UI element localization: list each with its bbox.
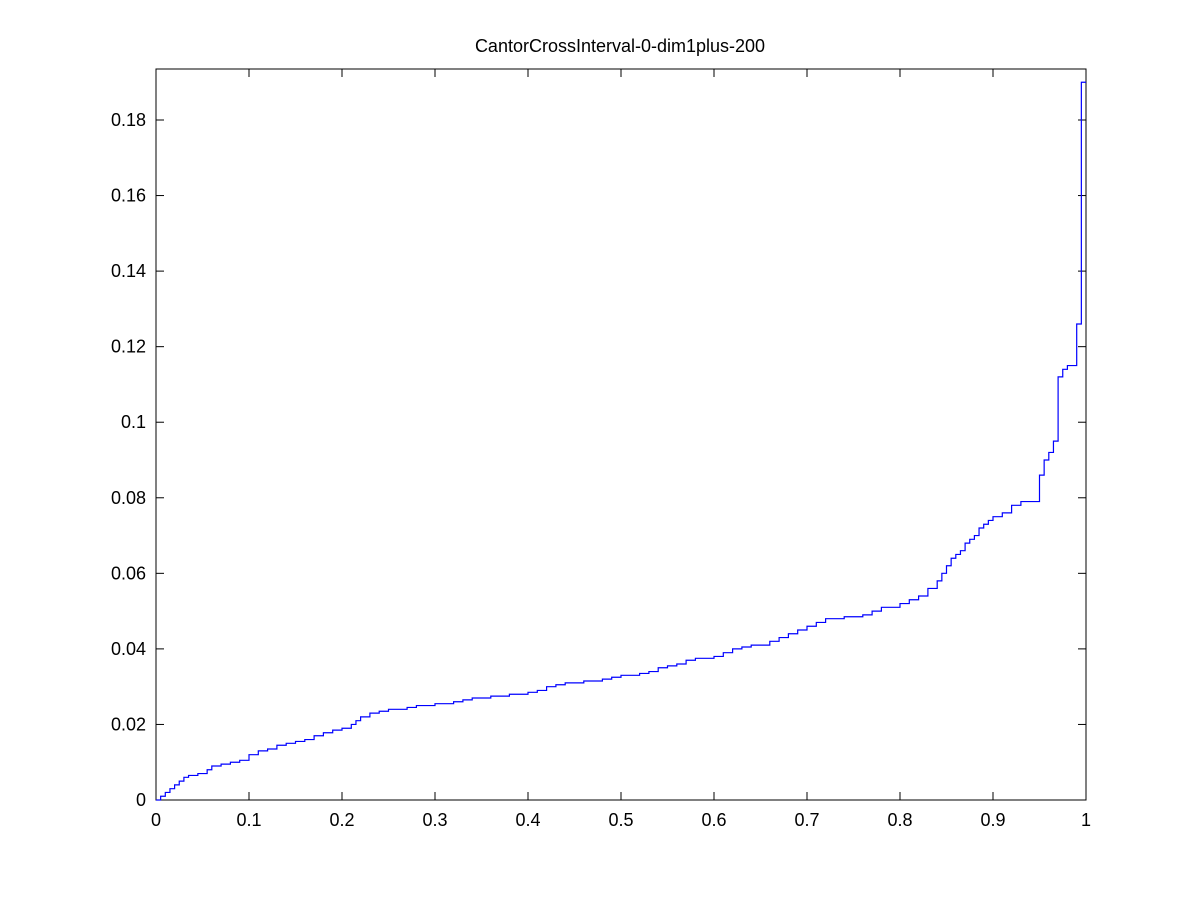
y-axis: 0 0.02 0.04 0.06 0.08 0.1 0.12 0.14 0.16 0.18 — [111, 110, 1086, 810]
y-tick-label: 0.12 — [111, 337, 146, 357]
y-tick-label: 0.02 — [111, 714, 146, 734]
x-tick-label: 0.7 — [794, 810, 819, 830]
x-tick-label: 0.6 — [701, 810, 726, 830]
y-tick-label: 0.14 — [111, 261, 146, 281]
y-tick-label: 0 — [136, 790, 146, 810]
x-tick-label: 0.1 — [236, 810, 261, 830]
x-tick-label: 0.4 — [515, 810, 540, 830]
series-line — [156, 81, 1086, 801]
y-tick-label: 0.08 — [111, 488, 146, 508]
x-tick-label: 0.9 — [980, 810, 1005, 830]
y-tick-label: 0.16 — [111, 186, 146, 206]
x-tick-label: 0.3 — [422, 810, 447, 830]
x-tick-label: 0.5 — [608, 810, 633, 830]
y-tick-label: 0.1 — [121, 412, 146, 432]
x-tick-label: 0.2 — [329, 810, 354, 830]
y-tick-label: 0.18 — [111, 110, 146, 130]
plot-area: 0 0.1 0.2 0.3 0.4 0.5 0.6 0.7 0.8 0.9 1 00.020.040… — [111, 68, 1091, 830]
axes-box — [155, 68, 1087, 801]
chart-title: CantorCrossInterval-0-dim1plus-200 — [475, 36, 765, 56]
y-tick-label: 0.04 — [111, 639, 146, 659]
x-tick-label: 0 — [151, 810, 161, 830]
x-tick-label: 0.8 — [887, 810, 912, 830]
y-tick-label: 0.06 — [111, 563, 146, 583]
series-layer — [156, 81, 1086, 801]
x-tick-label: 1 — [1081, 810, 1091, 830]
x-axis: 0 0.1 0.2 0.3 0.4 0.5 0.6 0.7 0.8 0.9 1 — [151, 69, 1091, 830]
